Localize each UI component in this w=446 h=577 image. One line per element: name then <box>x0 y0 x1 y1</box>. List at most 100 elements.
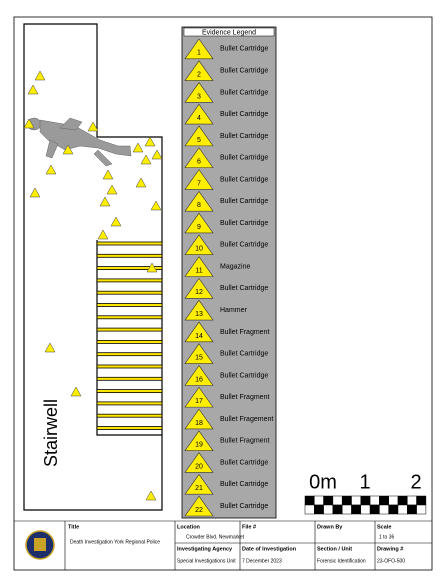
stair-tread <box>96 389 163 394</box>
stair-tread <box>96 253 163 258</box>
scale-cell <box>332 495 343 506</box>
legend-marker <box>184 234 214 256</box>
title-block <box>14 520 432 570</box>
legend-marker <box>184 386 214 408</box>
stair-tread <box>96 278 163 283</box>
stair-tread <box>96 327 163 332</box>
room-label: Stairwell <box>41 399 61 467</box>
agency-heading: Investigating Agency <box>177 546 233 552</box>
scale-bar <box>304 495 427 515</box>
location-value: Crowder Blvd. Newmarket <box>186 534 245 540</box>
legend-label: Bullet Cartridge <box>220 89 268 96</box>
drawing-value: 23-OFO-500 <box>377 558 405 564</box>
legend-number: 15 <box>195 355 203 362</box>
victim-figure <box>26 117 132 167</box>
legend-marker <box>184 277 214 299</box>
legend-number: 4 <box>197 115 201 122</box>
location-heading: Location <box>177 524 201 530</box>
scale-cell <box>379 495 389 506</box>
legend-marker <box>184 299 214 321</box>
stair-tread <box>96 426 163 430</box>
legend-label: Bullet Cartridge <box>220 111 268 118</box>
legend-marker <box>184 190 214 212</box>
scale-cell <box>360 504 371 515</box>
agency-value: Special Investigations Unit <box>177 558 236 564</box>
legend-marker <box>184 125 214 147</box>
legend-marker <box>184 430 214 451</box>
scale-cell <box>323 504 334 515</box>
evidence-marker <box>106 184 118 195</box>
legend-label: Bullet Cartridge <box>220 176 268 183</box>
evidence-marker <box>45 164 57 175</box>
evidence-marker <box>140 154 152 165</box>
scale-cell <box>369 504 380 515</box>
legend-marker <box>184 365 214 386</box>
legend-number: 21 <box>195 485 203 492</box>
legend-number: 10 <box>195 246 203 253</box>
legend-label: Hammer <box>220 307 248 314</box>
legend-marker <box>184 147 214 168</box>
scale-cell <box>314 495 324 506</box>
legend-label: Bullet Cartridge <box>220 220 268 227</box>
legend-marker <box>184 321 214 343</box>
legend-label: Bullet Cartridge <box>220 503 268 510</box>
evidence-marker <box>70 386 82 397</box>
evidence-marker <box>99 196 111 207</box>
scale-cell <box>351 495 362 506</box>
legend-label: Bullet Cartridge <box>220 46 268 53</box>
legend-marker <box>184 212 214 234</box>
legend-number: 22 <box>195 507 203 514</box>
scale-heading: Scale <box>377 524 391 530</box>
legend-marker <box>184 38 214 60</box>
scale-cell <box>397 495 408 506</box>
stair-tread <box>96 266 163 271</box>
legend-label: Bullet Fragement <box>220 416 273 423</box>
legend-label: Bullet Fragment <box>220 329 269 336</box>
evidence-marker <box>44 342 56 353</box>
legend-number: 3 <box>197 93 201 100</box>
scale-cell <box>407 504 417 515</box>
section-value: Forensic Identification <box>317 558 366 564</box>
stair-tread <box>96 290 163 295</box>
legend-number: 2 <box>197 72 201 79</box>
legend-marker <box>184 473 214 495</box>
legend-label: Bullet Fragment <box>220 394 269 401</box>
evidence-marker <box>62 144 74 155</box>
evidence-marker <box>34 70 46 81</box>
legend-label: Magazine <box>220 263 250 270</box>
scale-cell <box>416 495 427 506</box>
scale-cell <box>323 495 334 506</box>
evidence-marker <box>135 177 147 188</box>
scale-cell <box>407 495 417 506</box>
legend-label: Bullet Cartridge <box>220 481 268 488</box>
scale-cell <box>341 495 352 506</box>
evidence-marker <box>23 118 35 129</box>
legend-marker <box>184 495 214 517</box>
scale-cell <box>369 495 380 506</box>
scale-cell <box>304 504 315 515</box>
section-heading: Section / Unit <box>317 546 352 552</box>
legend-label: Bullet Cartridge <box>220 133 268 140</box>
stair-tread <box>96 303 163 307</box>
date-value: 7 December 2023 <box>242 558 282 564</box>
evidence-marker <box>87 121 99 132</box>
legend-marker <box>184 343 214 364</box>
scale-label: 0m <box>309 471 337 493</box>
scale-cell <box>314 504 324 515</box>
stair-tread <box>96 364 163 369</box>
legend-marker <box>184 82 214 103</box>
legend-number: 1 <box>197 50 201 57</box>
evidence-marker <box>144 136 156 147</box>
legend-label: Bullet Fragment <box>220 438 269 445</box>
stairs <box>96 241 163 430</box>
legend-label: Bullet Cartridge <box>220 459 268 466</box>
stair-tread <box>96 376 163 381</box>
scale-cell <box>388 495 399 506</box>
legend-number: 7 <box>197 180 201 187</box>
stair-tread <box>96 315 163 320</box>
scale-value: 1 to 36 <box>379 534 395 540</box>
evidence-marker <box>146 262 158 273</box>
legend-title: Evidence Legend <box>202 29 256 36</box>
evidence-marker <box>151 149 163 160</box>
stair-tread <box>96 401 163 406</box>
